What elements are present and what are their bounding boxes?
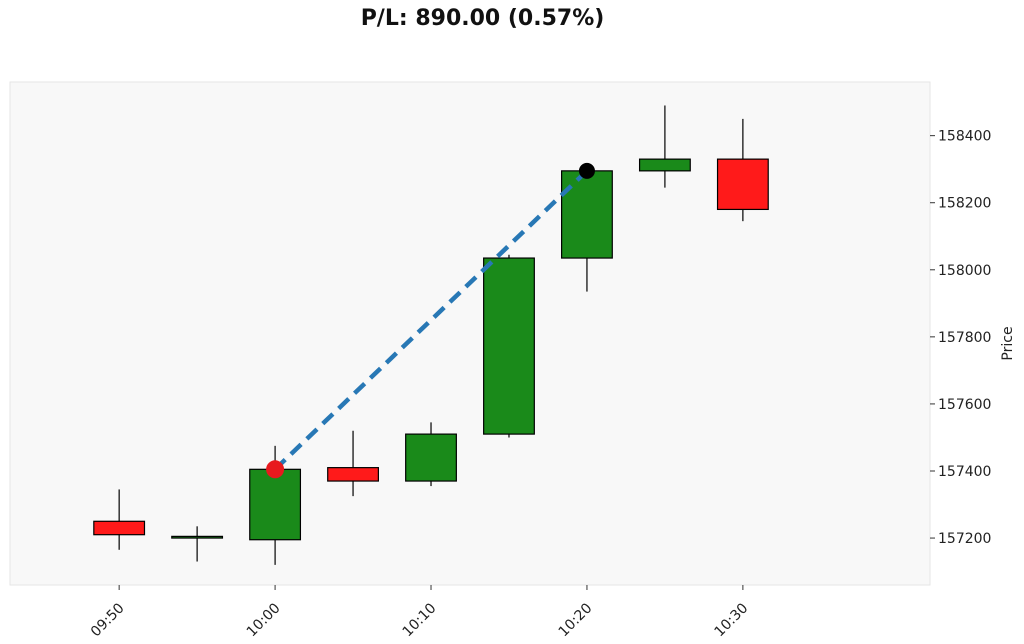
- y-tick-label: 157600: [938, 397, 991, 413]
- candle-body: [171, 535, 224, 539]
- exit-marker: [578, 162, 595, 179]
- entry-marker: [266, 460, 285, 479]
- x-tick-label: 10:00: [244, 600, 284, 640]
- candle-body: [93, 520, 146, 536]
- candle-body: [327, 467, 379, 482]
- x-tick-label: 10:30: [712, 600, 752, 640]
- y-tick-label: 158200: [938, 196, 991, 212]
- candle-body: [561, 170, 613, 259]
- trade-line: [273, 169, 589, 471]
- x-tick-label: 09:50: [88, 600, 128, 640]
- y-tick-label: 157200: [938, 531, 991, 547]
- candle-body: [638, 158, 691, 172]
- y-tick-label: 157800: [938, 330, 991, 346]
- plot-area: [9, 81, 931, 586]
- y-tick-label: 157400: [938, 464, 991, 480]
- candles: [93, 105, 769, 565]
- chart-title: P/L: 890.00 (0.57%): [360, 6, 605, 31]
- candle-body: [405, 433, 457, 482]
- candle-body: [249, 468, 302, 541]
- x-tick-label: 10:20: [556, 600, 596, 640]
- x-tick-label: 10:10: [400, 600, 440, 640]
- candle-body: [716, 158, 769, 211]
- candle-body: [483, 257, 535, 435]
- y-axis: 157200 157400 157600 157800 158000 158200 1584…: [930, 129, 991, 547]
- y-axis-label: Price: [1000, 326, 1016, 360]
- trade-overlay: [266, 162, 595, 479]
- y-tick-label: 158000: [938, 263, 991, 279]
- y-tick-label: 158400: [938, 129, 991, 145]
- x-axis: 09:50 10:00 10:10 10:20 10:30: [88, 585, 752, 640]
